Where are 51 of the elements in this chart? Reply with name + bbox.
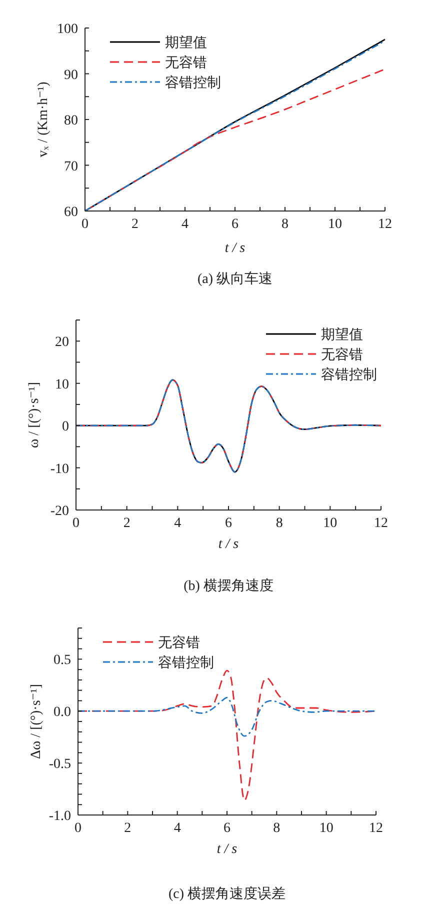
x-tick-label: 8: [282, 217, 288, 232]
y-tick-label: -0.5: [48, 757, 71, 772]
x-tick-label: 12: [378, 217, 392, 232]
x-tick-label: 8: [273, 821, 280, 836]
x-tick-label: 10: [328, 217, 342, 232]
legend-label: 无容错: [158, 635, 200, 651]
x-tick-label: 0: [82, 217, 88, 232]
x-tick-label: 8: [276, 516, 283, 531]
x-tick-label: 2: [124, 821, 132, 836]
y-axis-title: Δω / [(°)·s⁻¹]: [29, 684, 44, 760]
x-axis-title: t / s: [216, 842, 238, 857]
y-tick-label: 80: [64, 114, 78, 128]
x-tick-label: 6: [232, 217, 238, 232]
x-tick-label: 4: [182, 217, 188, 232]
y-tick-label: 10: [55, 377, 69, 392]
x-tick-label: 10: [323, 516, 338, 531]
y-tick-label: 100: [57, 22, 78, 37]
y-tick-label: 70: [64, 159, 78, 174]
legend-label: 期望值: [321, 327, 363, 343]
legend-label: 无容错: [165, 55, 207, 71]
text: (c) 横摆角速度误差: [168, 886, 286, 902]
y-tick-label: 0.5: [54, 653, 71, 668]
y-tick-label: 90: [64, 68, 78, 83]
x-tick-label: 12: [374, 516, 388, 531]
x-tick-label: 6: [224, 821, 230, 836]
legend-label: 期望值: [165, 35, 207, 51]
y-tick-label: 60: [64, 205, 78, 220]
x-tick-label: 12: [369, 821, 383, 836]
x-tick-label: 2: [123, 516, 130, 531]
x-axis-title: t / s: [218, 537, 240, 552]
y-tick-label: -1.0: [48, 809, 71, 824]
x-tick-label: 4: [174, 821, 181, 836]
y-tick-label: -20: [50, 504, 69, 519]
y-tick-label: 20: [55, 335, 69, 350]
x-axis-title: t / s: [224, 241, 246, 256]
line-series: [77, 696, 377, 737]
y-axis-title: ω / [(°)·s⁻¹]: [27, 382, 42, 448]
text: (b) 横摆角速度: [184, 578, 274, 594]
y-tick-label: -10: [50, 462, 69, 477]
x-tick-label: 4: [174, 516, 182, 531]
y-tick-label: 0: [62, 420, 69, 435]
legend-label: 容错控制: [158, 655, 214, 671]
x-tick-label: 2: [132, 217, 138, 232]
x-tick-label: 10: [319, 821, 334, 836]
y-axis-title: vₓ / (Km·h⁻¹): [36, 81, 51, 158]
legend-label: 无容错: [321, 347, 363, 363]
legend-label: 容错控制: [321, 367, 377, 383]
y-tick-label: 0.0: [54, 705, 71, 720]
legend-label: 容错控制: [165, 75, 221, 91]
x-tick-label: 6: [225, 516, 232, 531]
text: (a) 纵向车速: [197, 271, 273, 287]
